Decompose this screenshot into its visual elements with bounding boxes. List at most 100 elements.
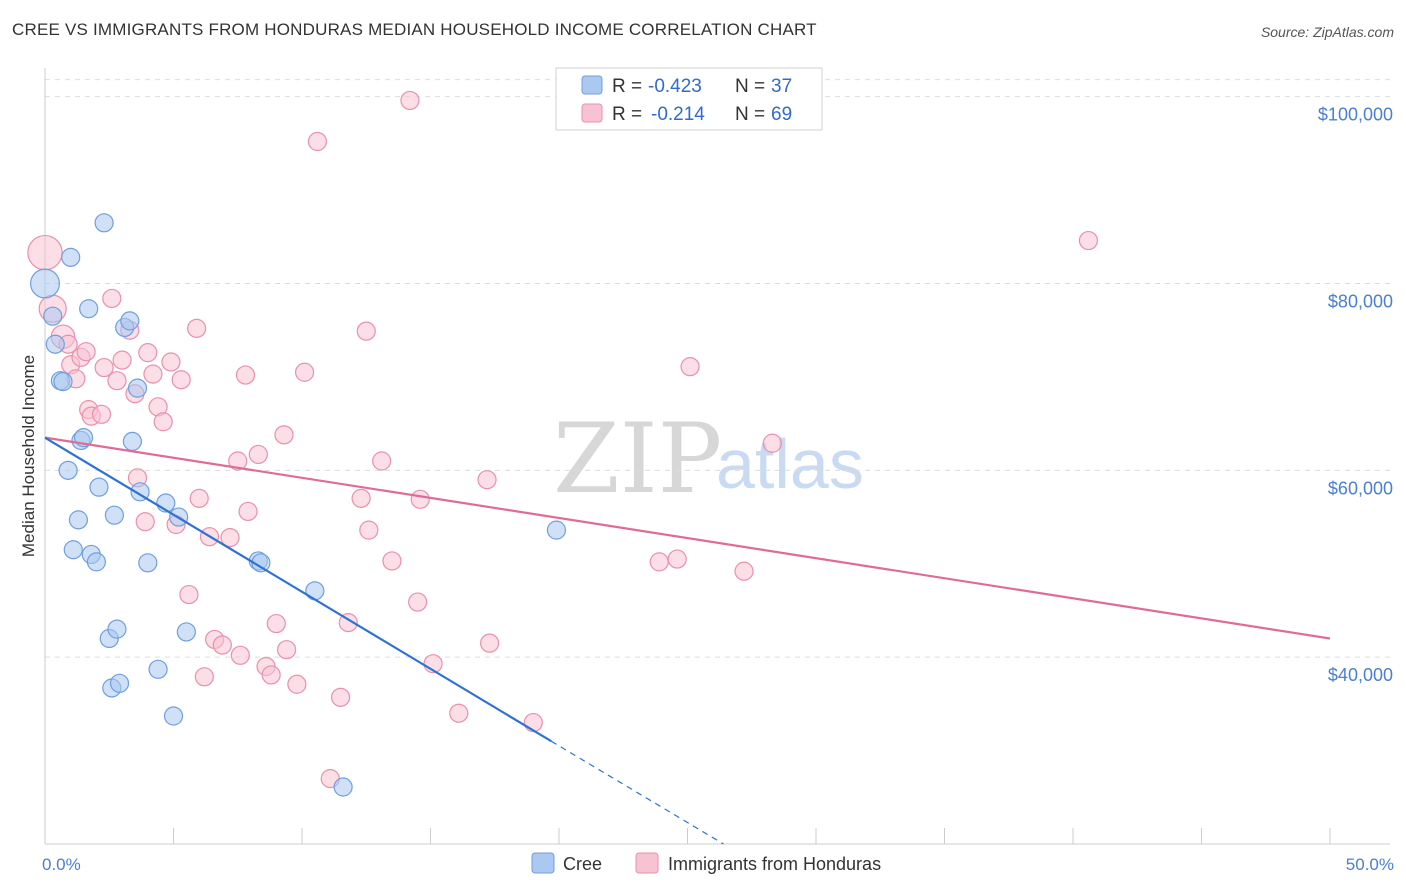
honduras-point xyxy=(408,592,428,612)
chart-title: CREE VS IMMIGRANTS FROM HONDURAS MEDIAN … xyxy=(12,20,817,39)
cree-point xyxy=(122,431,142,451)
honduras-point xyxy=(734,561,754,581)
honduras-point xyxy=(330,687,351,707)
cree-trend-line xyxy=(44,436,552,743)
x-axis-ticks xyxy=(44,828,1331,844)
honduras-point xyxy=(91,404,112,424)
cree-point xyxy=(68,510,89,530)
legend-swatch-honduras xyxy=(581,103,603,123)
series-legend-label-cree: Cree xyxy=(563,854,602,874)
legend-honduras-n-label: N = xyxy=(735,104,765,125)
honduras-point xyxy=(266,613,286,634)
honduras-point xyxy=(287,674,307,694)
cree-point xyxy=(79,299,99,319)
cree-point xyxy=(109,673,130,693)
honduras-point xyxy=(235,365,256,385)
honduras-point xyxy=(667,549,687,569)
legend-cree-n-value: 37 xyxy=(771,76,792,97)
cree-point xyxy=(546,520,567,540)
honduras-point xyxy=(135,512,155,532)
honduras-point xyxy=(400,90,420,111)
legend-honduras-n-value: 69 xyxy=(771,104,792,125)
cree-point xyxy=(53,371,73,392)
series-legend-label-honduras: Immigrants from Honduras xyxy=(668,854,881,874)
trend-lines xyxy=(44,436,1331,845)
honduras-point xyxy=(153,412,173,432)
honduras-point xyxy=(187,318,207,338)
honduras-point xyxy=(276,640,297,660)
honduras-point xyxy=(372,451,392,471)
honduras-point xyxy=(112,350,132,370)
cree-point xyxy=(127,378,148,398)
honduras-point xyxy=(102,288,122,309)
series-legend-swatch-cree xyxy=(531,852,555,874)
honduras-point xyxy=(680,357,700,377)
honduras-point xyxy=(76,342,96,362)
cree-point xyxy=(58,460,78,480)
honduras-point xyxy=(161,352,181,372)
source-label: Source: ZipAtlas.com xyxy=(1260,24,1394,40)
cree-point xyxy=(305,581,325,601)
honduras-point xyxy=(410,489,430,509)
cree-point xyxy=(30,268,60,299)
series-legend: Cree Immigrants from Honduras xyxy=(531,852,881,874)
honduras-point xyxy=(220,527,240,548)
cree-point xyxy=(63,540,83,560)
cree-point xyxy=(43,306,63,326)
cree-point xyxy=(104,505,124,525)
cree-point xyxy=(163,706,184,726)
honduras-point xyxy=(294,362,315,382)
honduras-point xyxy=(248,444,268,465)
legend-swatch-cree xyxy=(581,75,603,95)
honduras-point xyxy=(480,633,500,653)
honduras-point xyxy=(107,371,127,391)
legend-cree-n-label: N = xyxy=(735,76,765,97)
cree-point xyxy=(89,477,109,497)
honduras-point xyxy=(261,665,281,685)
y-tick-label: $100,000 xyxy=(1318,105,1393,125)
honduras-point xyxy=(27,234,63,271)
honduras-point xyxy=(382,551,402,571)
honduras-point xyxy=(649,552,669,572)
honduras-trend-line xyxy=(44,436,1331,640)
legend-honduras-r-label: R = xyxy=(612,104,642,125)
watermark-zip: ZIP xyxy=(553,403,722,515)
honduras-point xyxy=(228,451,248,471)
cree-point xyxy=(333,777,353,797)
y-tick-labels: $40,000 $60,000 $80,000 $100,000 xyxy=(1318,105,1393,685)
legend-cree-r-label: R = xyxy=(612,76,642,97)
correlation-legend: R = -0.423 N = 37 R = -0.214 N = 69 xyxy=(555,67,823,131)
cree-point xyxy=(94,213,114,233)
honduras-point xyxy=(238,501,258,522)
cree-point xyxy=(61,247,81,267)
cree-trend-extension xyxy=(550,740,724,845)
cree-point xyxy=(148,659,168,679)
honduras-point xyxy=(1078,230,1099,251)
honduras-point xyxy=(307,131,328,152)
honduras-point xyxy=(189,488,209,508)
cree-point xyxy=(138,553,158,573)
honduras-point xyxy=(762,433,782,453)
honduras-point xyxy=(194,667,214,687)
honduras-point xyxy=(449,703,469,723)
y-tick-label: $40,000 xyxy=(1328,665,1393,685)
honduras-point xyxy=(356,321,376,341)
y-axis-title: Median Household Income xyxy=(19,355,38,557)
cree-point xyxy=(86,552,107,572)
legend-cree-r-value: -0.423 xyxy=(648,76,702,97)
honduras-point xyxy=(179,584,199,605)
honduras-point xyxy=(94,357,114,378)
honduras-point xyxy=(351,488,371,508)
honduras-point xyxy=(171,370,191,390)
honduras-point xyxy=(138,343,158,363)
watermark-atlas: atlas xyxy=(716,425,864,503)
honduras-point xyxy=(523,712,543,733)
honduras-point xyxy=(274,425,294,445)
honduras-point xyxy=(230,645,250,665)
honduras-point xyxy=(212,635,232,655)
y-tick-label: $80,000 xyxy=(1328,292,1393,312)
legend-honduras-r-value: -0.214 xyxy=(651,104,705,125)
honduras-point xyxy=(477,470,497,490)
honduras-point xyxy=(359,520,379,540)
